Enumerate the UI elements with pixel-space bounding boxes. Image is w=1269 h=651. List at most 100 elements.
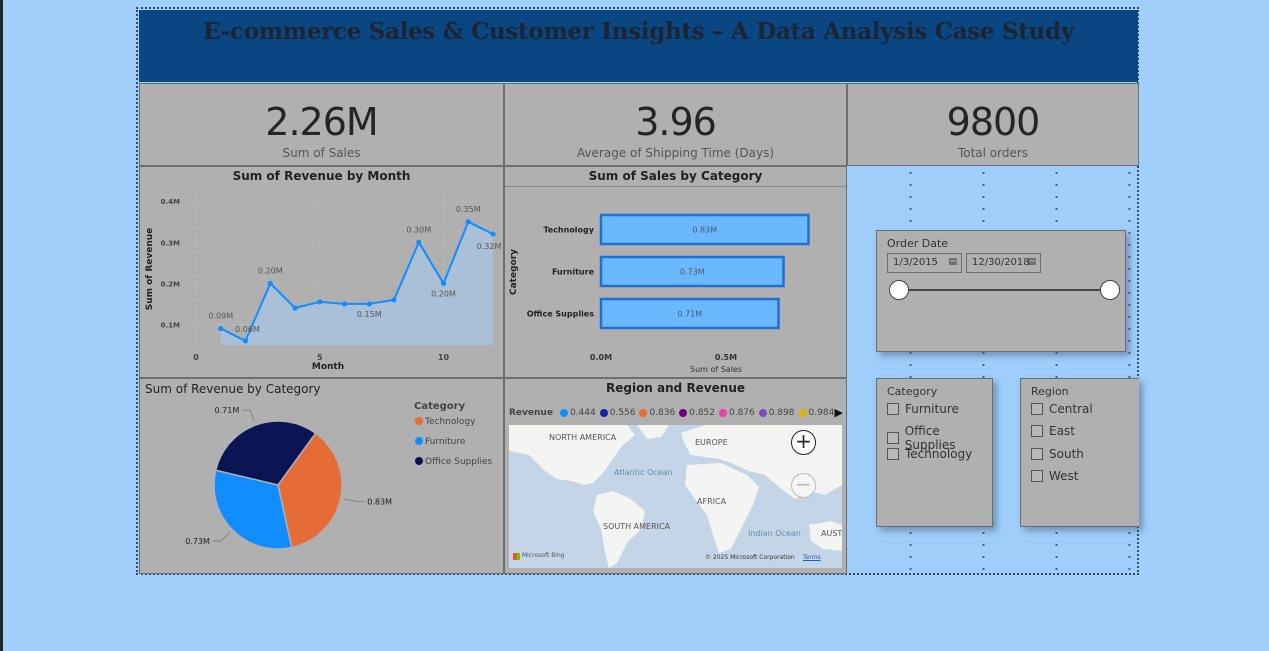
map-legend-item: 0.984	[798, 408, 834, 418]
checkbox[interactable]	[887, 448, 899, 460]
map-legend-title: Revenue	[509, 408, 553, 418]
map-label-north-america: NORTH AMERICA	[549, 433, 617, 442]
kpi-card-shipping[interactable]: 3.96 Average of Shipping Time (Days)	[504, 83, 847, 166]
data-point	[267, 280, 273, 286]
zoom-out-button[interactable]: −	[791, 473, 816, 498]
legend-next-icon[interactable]: ▶	[834, 406, 843, 419]
category-option-furniture[interactable]: Furniture	[887, 402, 959, 416]
data-point	[341, 301, 348, 307]
data-label: 0.06M	[235, 325, 260, 334]
calendar-icon[interactable]: ▤	[1027, 257, 1036, 267]
region-option-west[interactable]: West	[1031, 469, 1079, 483]
start-date-value: 1/3/2015	[893, 257, 938, 268]
bar	[599, 213, 810, 246]
map-legend: Revenue 0.444 0.556 0.836 0.852 0.876 0.898 0.…	[509, 408, 834, 418]
region-option-south[interactable]: South	[1031, 447, 1084, 461]
map-label-south-america: SOUTH AMERICA	[603, 522, 671, 531]
leader-line	[242, 409, 255, 422]
data-point	[317, 299, 323, 305]
legend-label: Furniture	[425, 437, 466, 447]
x-tick-label: 0	[193, 353, 199, 362]
checkbox[interactable]	[887, 432, 899, 444]
pie-slice	[213, 469, 293, 550]
data-label: 0.30M	[406, 225, 431, 234]
revenue-by-month-chart[interactable]: Sum of Revenue by Month 0.09M 0.06M 0.20M 0…	[139, 166, 504, 378]
legend-label: 0.876	[729, 408, 755, 418]
y-tick-label: 0.4M	[161, 198, 180, 206]
checkbox[interactable]	[1031, 425, 1043, 437]
pie-chart-svg: 0.83M 0.73M 0.71M Category Technology Furni…	[185, 401, 493, 550]
bar-value-label: 0.73M	[680, 268, 705, 277]
data-point	[242, 338, 249, 344]
revenue-by-category-chart[interactable]: Sum of Revenue by Category 0.83M 0.73M 0.7…	[139, 378, 504, 574]
category-slicer[interactable]: Category Furniture Office Supplies Techn…	[876, 378, 993, 527]
bar-value-label: 0.83M	[692, 226, 717, 235]
legend-label: 0.444	[569, 408, 596, 418]
checkbox[interactable]	[1031, 448, 1043, 460]
africa-shape	[685, 463, 759, 553]
checkbox[interactable]	[1031, 470, 1043, 482]
legend-dot	[679, 409, 688, 417]
data-point	[465, 219, 471, 225]
map-legend-item: 0.836	[639, 408, 675, 418]
pie-data-label: 0.73M	[185, 537, 210, 546]
pie-data-label: 0.71M	[215, 406, 240, 415]
map-area[interactable]: NORTH AMERICA EUROPE Atlantic Ocean AFRI…	[509, 425, 842, 568]
x-tick-label: 0.5M	[715, 353, 737, 362]
legend-label: 0.556	[609, 408, 636, 418]
map-label-australia: AUST	[821, 529, 842, 538]
map-copyright: © 2025 Microsoft Corporation	[705, 554, 795, 561]
date-range-track[interactable]	[899, 289, 1111, 291]
y-axis-label: Sum of Revenue	[145, 228, 155, 311]
legend-label: Office Supplies	[425, 457, 493, 467]
legend-title: Category	[414, 401, 466, 412]
category-option-office-supplies[interactable]: Office Supplies	[887, 424, 992, 452]
start-date-input[interactable]: 1/3/2015 ▤	[887, 253, 962, 273]
category-option-technology[interactable]: Technology	[887, 447, 972, 461]
map-label-africa: AFRICA	[697, 497, 727, 506]
pie-slice	[277, 432, 343, 549]
end-date-input[interactable]: 12/30/2018 ▤	[966, 253, 1041, 273]
region-slicer[interactable]: Region Central East South West	[1020, 378, 1139, 527]
order-date-slicer[interactable]: Order Date 1/3/2015 ▤ 12/30/2018 ▤	[876, 230, 1126, 352]
region-option-central[interactable]: Central	[1031, 402, 1093, 416]
data-label: 0.32M	[477, 242, 502, 251]
bar	[599, 297, 780, 330]
revenue-area	[220, 221, 493, 345]
end-date-handle[interactable]	[1100, 280, 1120, 300]
region-revenue-map[interactable]: Region and Revenue Revenue 0.444 0.556 0.8…	[504, 378, 847, 574]
legend-dot	[719, 409, 727, 417]
x-tick-label: 5	[317, 353, 323, 362]
pie-slice	[214, 420, 317, 486]
category-label: Furniture	[552, 268, 595, 277]
kpi-value: 3.96	[635, 100, 717, 144]
legend-dot	[758, 409, 767, 417]
map-terms-link[interactable]: Terms	[803, 554, 821, 561]
kpi-card-sales[interactable]: 2.26M Sum of Sales	[139, 83, 504, 166]
kpi-card-orders[interactable]: 9800 Total orders	[847, 83, 1139, 166]
data-point	[391, 297, 397, 303]
legend-label: 0.836	[649, 408, 676, 418]
data-label: 0.20M	[258, 266, 283, 275]
sales-by-category-chart[interactable]: Sum of Sales by Category 0.83M Technology…	[504, 166, 847, 378]
chart-title: Sum of Revenue by Month	[232, 169, 411, 183]
kpi-label: Total orders	[957, 146, 1029, 160]
region-option-east[interactable]: East	[1031, 424, 1075, 438]
report-header: E-commerce Sales & Customer Insights – A…	[139, 10, 1138, 82]
option-label: South	[1049, 447, 1084, 461]
checkbox[interactable]	[887, 403, 899, 415]
data-point	[490, 231, 496, 237]
checkbox[interactable]	[1031, 403, 1043, 415]
legend-dot	[798, 409, 807, 417]
option-label: Technology	[905, 447, 973, 461]
calendar-icon[interactable]: ▤	[948, 257, 957, 267]
category-label: Office Supplies	[527, 310, 594, 319]
zoom-in-button[interactable]: +	[791, 430, 816, 455]
slicer-title: Order Date	[887, 237, 949, 250]
australia-shape	[809, 521, 842, 551]
south-america-shape	[593, 491, 645, 568]
legend-dot	[599, 409, 608, 417]
window-edge	[0, 0, 3, 651]
start-date-handle[interactable]	[889, 280, 909, 300]
